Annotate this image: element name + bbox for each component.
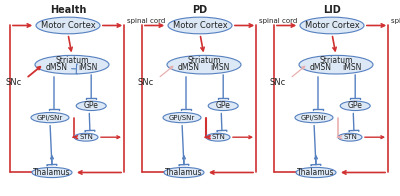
Ellipse shape bbox=[36, 17, 100, 34]
Text: Thalamus: Thalamus bbox=[33, 168, 71, 177]
Text: Motor Cortex: Motor Cortex bbox=[41, 21, 95, 30]
Text: iMSN: iMSN bbox=[210, 63, 230, 72]
Text: spinal cord: spinal cord bbox=[391, 17, 400, 24]
Text: iMSN: iMSN bbox=[78, 63, 98, 72]
Text: PD: PD bbox=[192, 5, 208, 15]
Text: LID: LID bbox=[323, 5, 341, 15]
Text: SNc: SNc bbox=[6, 78, 22, 87]
Ellipse shape bbox=[163, 113, 201, 123]
Ellipse shape bbox=[296, 167, 336, 178]
Ellipse shape bbox=[295, 113, 333, 123]
Text: Striatum: Striatum bbox=[319, 56, 353, 65]
Text: dMSN: dMSN bbox=[310, 63, 332, 72]
Text: Striatum: Striatum bbox=[55, 56, 89, 65]
Ellipse shape bbox=[76, 101, 106, 111]
Text: STN: STN bbox=[343, 134, 357, 140]
Text: GPi/SNr: GPi/SNr bbox=[301, 115, 327, 121]
Text: dMSN: dMSN bbox=[178, 63, 200, 72]
Text: GPe: GPe bbox=[348, 101, 363, 110]
Text: GPe: GPe bbox=[84, 101, 99, 110]
Text: dMSN: dMSN bbox=[46, 63, 68, 72]
Text: GPi/SNr: GPi/SNr bbox=[169, 115, 195, 121]
Ellipse shape bbox=[299, 55, 373, 74]
Text: SNc: SNc bbox=[138, 78, 154, 87]
Ellipse shape bbox=[300, 17, 364, 34]
Text: GPe: GPe bbox=[216, 101, 231, 110]
Ellipse shape bbox=[167, 55, 241, 74]
Ellipse shape bbox=[74, 133, 98, 141]
Text: Striatum: Striatum bbox=[187, 56, 221, 65]
Ellipse shape bbox=[32, 167, 72, 178]
Ellipse shape bbox=[164, 167, 204, 178]
Text: spinal cord: spinal cord bbox=[127, 17, 166, 24]
Text: Thalamus: Thalamus bbox=[165, 168, 203, 177]
Ellipse shape bbox=[168, 17, 232, 34]
Ellipse shape bbox=[35, 55, 109, 74]
Ellipse shape bbox=[340, 101, 370, 111]
Text: STN: STN bbox=[79, 134, 93, 140]
Ellipse shape bbox=[338, 133, 362, 141]
Ellipse shape bbox=[206, 133, 230, 141]
Text: spinal cord: spinal cord bbox=[259, 17, 298, 24]
Text: Motor Cortex: Motor Cortex bbox=[173, 21, 227, 30]
Text: Thalamus: Thalamus bbox=[297, 168, 335, 177]
Text: STN: STN bbox=[211, 134, 225, 140]
Text: SNc: SNc bbox=[270, 78, 286, 87]
Text: iMSN: iMSN bbox=[342, 63, 362, 72]
Text: Motor Cortex: Motor Cortex bbox=[305, 21, 359, 30]
Ellipse shape bbox=[31, 113, 69, 123]
Text: GPi/SNr: GPi/SNr bbox=[37, 115, 63, 121]
Ellipse shape bbox=[208, 101, 238, 111]
Text: Health: Health bbox=[50, 5, 86, 15]
